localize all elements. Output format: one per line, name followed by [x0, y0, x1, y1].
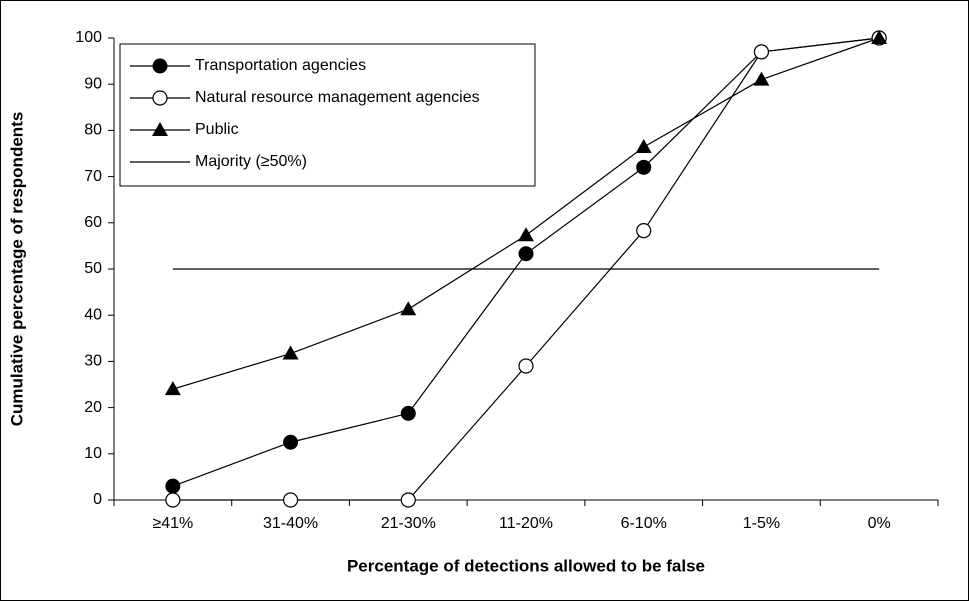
legend-marker: [152, 122, 168, 136]
y-tick-label: 100: [75, 29, 102, 46]
point: [518, 227, 534, 242]
point: [871, 30, 888, 44]
point: [165, 492, 181, 508]
x-axis-label: Percentage of detections allowed to be f…: [347, 556, 705, 575]
point: [518, 358, 534, 374]
legend: Transportation agencies Natural resource …: [119, 43, 536, 187]
point: [636, 223, 652, 239]
legend-label: Majority (≥50%): [195, 153, 307, 170]
point: [282, 345, 299, 360]
point: [164, 381, 181, 396]
point: [400, 405, 416, 421]
legend-label: Transportation agencies: [195, 57, 366, 74]
x-tick-label: 1-5%: [743, 515, 780, 532]
y-tick-label: 40: [84, 306, 102, 323]
point: [635, 139, 652, 154]
point: [753, 44, 770, 60]
point: [518, 246, 534, 262]
point: [400, 301, 417, 316]
y-tick-label: 90: [84, 75, 102, 92]
point: [636, 159, 652, 175]
legend-label: Natural resource management agencies: [195, 89, 480, 106]
y-tick-label: 0: [93, 491, 102, 508]
x-tick-label: 11-20%: [499, 515, 553, 532]
y-axis-label: Cumulative percentage of respondents: [7, 112, 26, 427]
point: [283, 434, 299, 450]
x-tick-label: 21-30%: [381, 515, 436, 532]
x-tick-label: 0%: [868, 515, 891, 532]
point: [165, 478, 181, 494]
point: [400, 492, 416, 508]
y-tick-label: 10: [84, 445, 102, 462]
y-tick-label: 30: [84, 353, 102, 370]
legend-marker: [152, 58, 168, 74]
y-tick-label: 60: [84, 214, 102, 231]
y-tick-label: 70: [84, 168, 102, 185]
y-tick-label: 20: [84, 399, 102, 416]
y-tick-label: 80: [84, 122, 102, 139]
x-tick-label: 6-10%: [621, 515, 667, 532]
legend-marker: [152, 90, 168, 106]
point: [282, 492, 299, 508]
x-tick-label: ≥41%: [152, 515, 193, 532]
x-tick-label: 31-40%: [263, 515, 318, 532]
point: [753, 71, 770, 86]
y-tick-label: 50: [84, 260, 102, 277]
legend-label: Public: [195, 121, 239, 138]
